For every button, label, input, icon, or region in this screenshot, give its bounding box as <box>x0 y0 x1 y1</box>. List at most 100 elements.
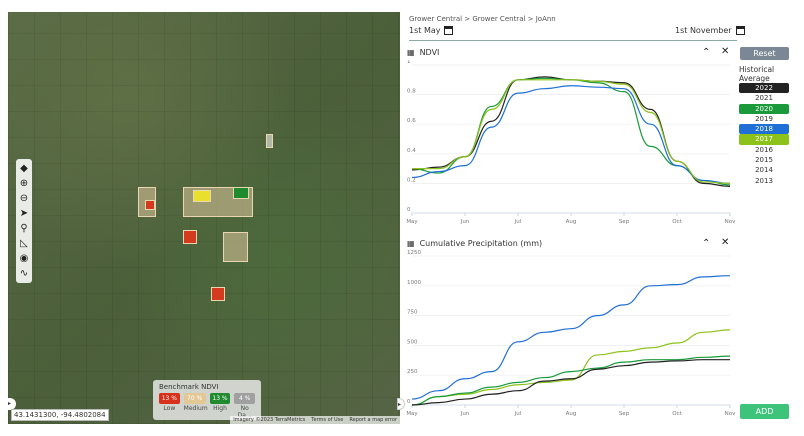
y-tick-label: 0 <box>407 399 411 405</box>
calendar-icon[interactable] <box>735 26 745 35</box>
x-tick-label: Sep <box>619 219 630 225</box>
end-date-picker[interactable]: 1st November <box>675 26 745 35</box>
collapse-left-handle[interactable]: ▸ <box>8 398 16 410</box>
breadcrumb[interactable]: Grower Central > Grower Central > JoAnn <box>409 15 556 23</box>
field-parcel[interactable] <box>266 134 273 148</box>
series-line-2017 <box>411 329 731 406</box>
y-tick-label: 1000 <box>407 280 421 286</box>
collapse-icon[interactable]: ⌃ <box>702 47 711 58</box>
terms-link[interactable]: Terms of Use <box>311 417 344 423</box>
precip-panel-header: ▦ Cumulative Precipitation (mm) <box>407 239 542 248</box>
satellite-map[interactable]: ◆ ⊕ ⊖ ➤ ⚲ ◺ ◉ ∿ ▸ 43.1431300, -94.480208… <box>8 12 400 424</box>
field-parcel[interactable] <box>223 232 248 262</box>
locate-icon[interactable]: ➤ <box>19 208 29 219</box>
year-toggle-2018[interactable]: 2018 <box>739 124 789 135</box>
year-toggle-2020[interactable]: 2020 <box>739 103 789 114</box>
y-tick-label: 1250 <box>407 250 421 256</box>
x-tick-label: Jun <box>460 411 470 417</box>
y-tick-label: 750 <box>407 310 418 316</box>
x-tick-label: Sep <box>619 411 630 417</box>
coordinates-readout: 43.1431300, -94.4802084 <box>11 409 109 421</box>
target-icon[interactable]: ◉ <box>19 253 29 264</box>
year-toggle-2017[interactable]: 2017 <box>739 134 789 145</box>
add-button[interactable]: ADD <box>740 404 789 419</box>
series-line-2018 <box>411 85 731 184</box>
benchmark-label: Medium <box>183 405 208 412</box>
year-toggle-2013[interactable]: 2013 <box>755 176 773 185</box>
benchmark-value: 70 % <box>183 393 206 404</box>
year-list: 2022 2021 2020 2019 2018 2017 2016 2015 2014 2013 <box>739 83 789 186</box>
x-tick-label: Aug <box>566 411 577 417</box>
x-tick-label: Nov <box>725 219 736 225</box>
y-tick-label: 0.6 <box>407 118 416 124</box>
benchmark-item[interactable]: 13 % High <box>209 393 231 419</box>
panel-title: Cumulative Precipitation (mm) <box>419 239 543 248</box>
field-parcel[interactable] <box>193 190 211 202</box>
benchmark-value: 4 % <box>234 393 256 404</box>
year-toggle-2019[interactable]: 2019 <box>755 114 773 123</box>
layers-icon[interactable]: ◆ <box>20 163 28 174</box>
date-range-slider[interactable] <box>409 40 737 41</box>
precipitation-chart: 0 250 500 750 1000 1250 May Jun Jul Aug Sep Oct Nov <box>406 250 736 417</box>
year-toggle-2015[interactable]: 2015 <box>755 156 773 165</box>
y-tick-label: 0.4 <box>407 148 416 154</box>
y-tick-label: 0 <box>407 207 411 213</box>
draw-icon[interactable]: ∿ <box>19 268 29 279</box>
field-parcel[interactable] <box>183 230 197 244</box>
benchmark-value: 13 % <box>159 393 180 404</box>
y-tick-label: 1 <box>407 60 411 65</box>
benchmark-item[interactable]: 70 % Medium <box>183 393 208 419</box>
measure-icon[interactable]: ◺ <box>20 238 28 249</box>
y-tick-label: 250 <box>407 369 418 375</box>
benchmark-label: Low <box>163 405 176 412</box>
field-parcel[interactable] <box>233 187 249 199</box>
report-error-link[interactable]: Report a map error <box>349 417 397 423</box>
close-icon[interactable]: ✕ <box>721 46 730 57</box>
collapse-icon[interactable]: ⌃ <box>702 238 711 249</box>
search-icon[interactable]: ⚲ <box>20 223 28 234</box>
x-tick-label: Oct <box>672 219 682 225</box>
panel-title: NDVI <box>419 48 440 57</box>
series-line-2022 <box>411 76 731 187</box>
x-tick-label: Aug <box>566 219 577 225</box>
collapse-panel-handle[interactable]: ▸ <box>397 398 405 410</box>
series-line-2017 <box>411 79 731 184</box>
close-icon[interactable]: ✕ <box>721 237 730 248</box>
start-date-picker[interactable]: 1st May <box>409 26 454 35</box>
ndvi-panel-header: ▦ NDVI <box>407 48 439 57</box>
end-date: 1st November <box>675 26 732 35</box>
benchmark-item[interactable]: 13 % Low <box>159 393 180 419</box>
x-tick-label: Jul <box>514 219 522 225</box>
reset-button[interactable]: Reset <box>740 47 789 60</box>
year-toggle-2016[interactable]: 2016 <box>755 145 773 154</box>
series-line-2020 <box>411 355 731 406</box>
chart-icon: ▦ <box>407 239 415 248</box>
benchmark-ndvi-legend: Benchmark NDVI 13 % Low 70 % Medium 13 % High… <box>153 380 261 420</box>
x-tick-label: Nov <box>725 411 736 417</box>
y-tick-label: 0.2 <box>407 177 416 183</box>
y-tick-label: 0.8 <box>407 89 416 95</box>
imagery-credit: Imagery ©2023 TerraMetrics <box>233 417 306 423</box>
chart-icon: ▦ <box>407 48 415 57</box>
benchmark-value: 13 % <box>209 393 231 404</box>
year-toggle-2022[interactable]: 2022 <box>739 83 789 94</box>
ndvi-chart: 0 0.2 0.4 0.6 0.8 1 May Jun Jul Aug Sep Oct Nov <box>406 60 736 225</box>
year-toggle-2021[interactable]: 2021 <box>755 94 773 103</box>
x-tick-label: Oct <box>672 411 682 417</box>
map-toolbar: ◆ ⊕ ⊖ ➤ ⚲ ◺ ◉ ∿ <box>16 159 32 283</box>
field-parcel[interactable] <box>145 200 155 210</box>
benchmark-label: No Da... <box>238 405 252 419</box>
y-tick-label: 500 <box>407 339 418 345</box>
field-parcel[interactable] <box>211 287 225 301</box>
x-tick-label: Jun <box>460 219 470 225</box>
zoom-in-icon[interactable]: ⊕ <box>19 178 29 189</box>
x-tick-label: May <box>406 219 418 225</box>
calendar-icon[interactable] <box>444 26 454 35</box>
benchmark-label: High <box>213 405 227 412</box>
year-toggle-2014[interactable]: 2014 <box>755 166 773 175</box>
zoom-out-icon[interactable]: ⊖ <box>19 193 29 204</box>
series-line-2022 <box>411 359 730 406</box>
x-tick-label: Jul <box>514 411 522 417</box>
benchmark-title: Benchmark NDVI <box>159 383 219 391</box>
benchmark-item[interactable]: 4 %No Da... <box>234 393 256 419</box>
